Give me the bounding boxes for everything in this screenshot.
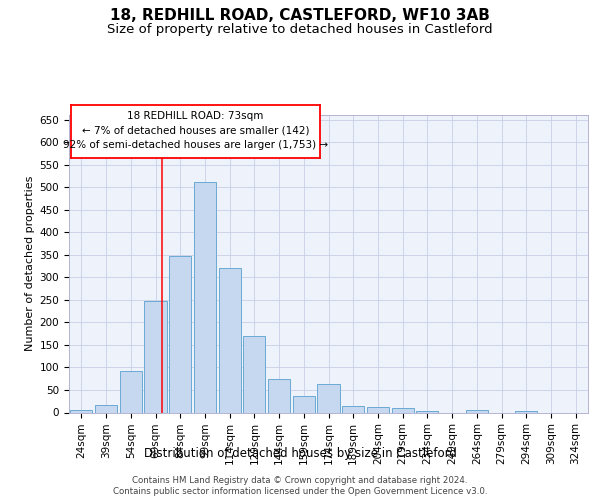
Bar [70, 410, 92, 412]
Text: Contains public sector information licensed under the Open Government Licence v3: Contains public sector information licen… [113, 487, 487, 496]
Bar [515, 411, 538, 412]
Text: Distribution of detached houses by size in Castleford: Distribution of detached houses by size … [143, 448, 457, 460]
Bar [95, 405, 117, 412]
Bar [367, 407, 389, 412]
Bar [145, 301, 167, 412]
Bar [466, 410, 488, 412]
Text: 18, REDHILL ROAD, CASTLEFORD, WF10 3AB: 18, REDHILL ROAD, CASTLEFORD, WF10 3AB [110, 8, 490, 22]
Bar [194, 182, 216, 412]
Bar [218, 268, 241, 412]
Bar [293, 396, 315, 412]
Text: 18 REDHILL ROAD: 73sqm
← 7% of detached houses are smaller (142)
92% of semi-det: 18 REDHILL ROAD: 73sqm ← 7% of detached … [63, 111, 328, 150]
Bar [392, 408, 414, 412]
Text: Size of property relative to detached houses in Castleford: Size of property relative to detached ho… [107, 22, 493, 36]
Bar [119, 370, 142, 412]
Text: Contains HM Land Registry data © Crown copyright and database right 2024.: Contains HM Land Registry data © Crown c… [132, 476, 468, 485]
Bar [416, 411, 439, 412]
Bar [169, 256, 191, 412]
Y-axis label: Number of detached properties: Number of detached properties [25, 176, 35, 352]
Bar [342, 406, 364, 412]
Bar [268, 378, 290, 412]
Bar [243, 336, 265, 412]
Bar [317, 384, 340, 412]
